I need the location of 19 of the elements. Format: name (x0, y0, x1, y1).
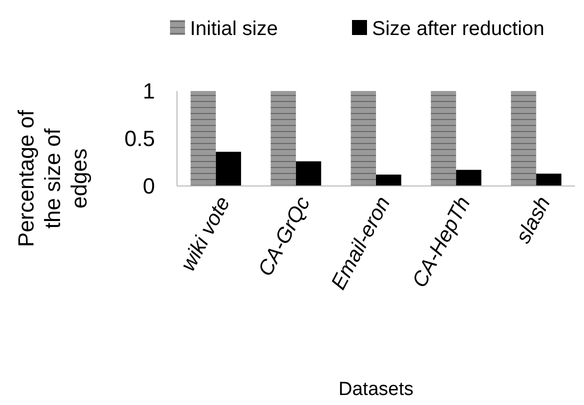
x-tick-label: slash (512, 193, 556, 248)
bar (270, 91, 296, 186)
y-tick-label: 0.5 (124, 126, 155, 152)
y-tick-label: 0 (142, 174, 155, 199)
bar (536, 174, 562, 186)
bar (350, 91, 376, 186)
legend-label: Initial size (190, 18, 278, 40)
y-tick-label: 1 (142, 78, 155, 104)
legend-label: Size after reduction (372, 18, 544, 40)
bar (190, 91, 216, 186)
bar (216, 152, 242, 186)
y-axis-title: Percentage of the size of edges (14, 109, 92, 247)
bar (376, 174, 402, 186)
bar (456, 170, 482, 186)
x-tick-label: wiki vote (176, 193, 235, 275)
bar (510, 91, 536, 186)
bar (296, 161, 322, 186)
x-axis-title: Datasets (338, 379, 414, 400)
bar (430, 91, 456, 186)
